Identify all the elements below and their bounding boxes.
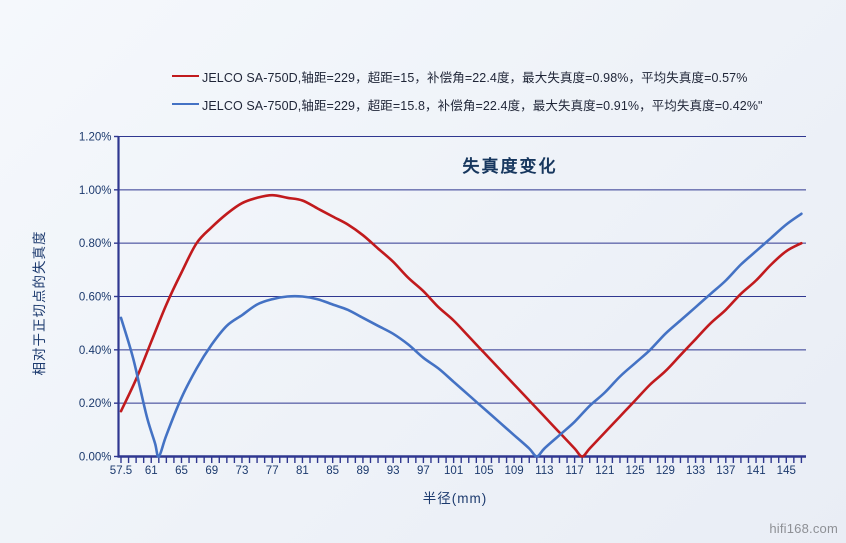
legend-label: JELCO SA-750D,轴距=229，超距=15.8，补偿角=22.4度，最…	[202, 98, 763, 113]
x-tick-label: 101	[444, 465, 463, 477]
x-tick-label: 69	[205, 465, 218, 477]
x-tick-label: 113	[535, 465, 553, 477]
x-tick-label: 141	[746, 465, 765, 477]
x-tick-label: 73	[236, 465, 249, 477]
y-tick-label: 0.20%	[79, 398, 112, 410]
x-tick-label: 133	[686, 465, 705, 477]
y-tick-label: 0.80%	[79, 238, 112, 250]
y-tick-label: 1.00%	[79, 185, 112, 197]
x-tick-label: 105	[474, 465, 493, 477]
x-tick-label: 81	[296, 465, 309, 477]
x-tick-label: 89	[357, 465, 370, 477]
x-tick-label: 77	[266, 465, 279, 477]
legend-label: JELCO SA-750D,轴距=229，超距=15，补偿角=22.4度，最大失…	[202, 70, 748, 85]
x-tick-label: 109	[505, 465, 524, 477]
red-series-line	[119, 193, 803, 458]
legend-item-overhang-15-8: JELCO SA-750D,轴距=229，超距=15.8，补偿角=22.4度，最…	[172, 90, 763, 118]
y-tick-label: 0.40%	[79, 345, 112, 357]
watermark: hifi168.com	[769, 521, 838, 536]
blue-line-swatch-icon	[172, 103, 199, 105]
x-tick-label: 145	[777, 465, 796, 477]
x-axis-title: 半径(mm)	[422, 491, 488, 506]
x-tick-label: 85	[326, 465, 339, 477]
y-tick-label: 0.60%	[79, 292, 112, 304]
legend-item-overhang-15: JELCO SA-750D,轴距=229，超距=15，补偿角=22.4度，最大失…	[172, 62, 763, 90]
y-tick-label: 0.00%	[79, 452, 112, 464]
x-tick-label: 93	[387, 465, 400, 477]
x-tick-label: 137	[716, 465, 735, 477]
x-tick-label: 125	[625, 465, 644, 477]
x-tick-label: 117	[565, 465, 583, 477]
x-tick-label: 61	[145, 465, 158, 477]
legend: JELCO SA-750D,轴距=229，超距=15，补偿角=22.4度，最大失…	[172, 62, 763, 118]
x-tick-label: 129	[656, 465, 675, 477]
y-tick-label: 1.20%	[79, 132, 112, 144]
blue-series-line	[119, 212, 803, 458]
x-tick-label: 65	[175, 465, 188, 477]
red-line-swatch-icon	[172, 75, 199, 77]
x-tick-label: 97	[417, 465, 430, 477]
x-tick-label: 57.5	[110, 465, 132, 477]
x-tick-label: 121	[595, 465, 614, 477]
